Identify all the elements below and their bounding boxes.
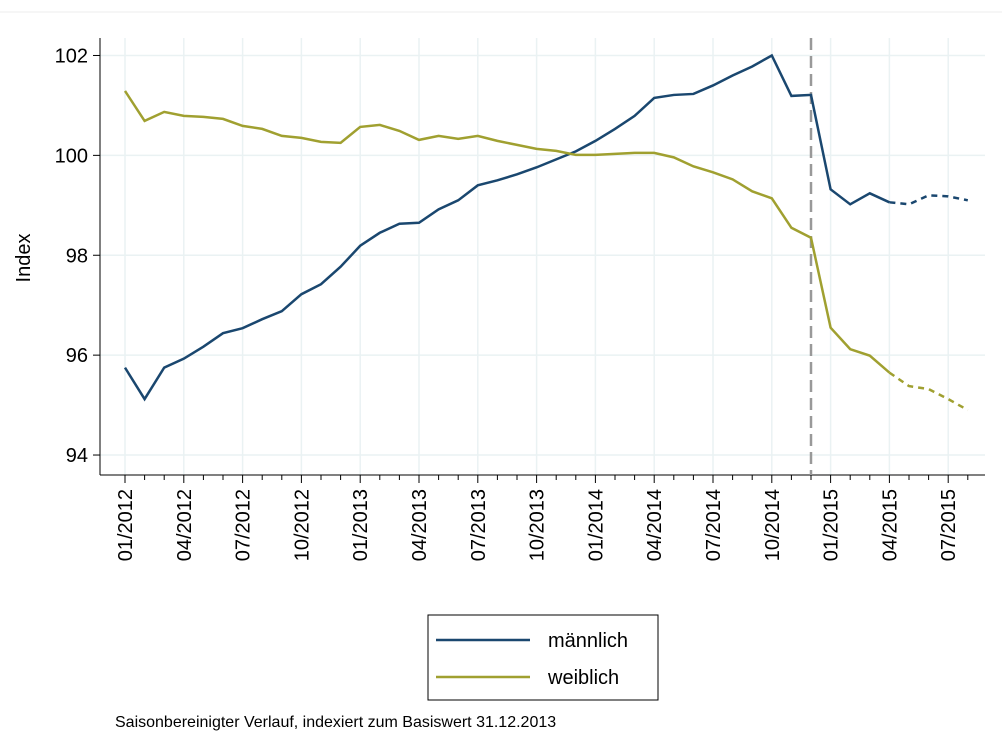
x-tick-label: 04/2013: [409, 489, 431, 561]
y-tick-label: 100: [55, 145, 88, 167]
y-tick-label: 94: [66, 445, 88, 467]
x-tick-label: 04/2014: [644, 489, 666, 561]
x-tick-label: 10/2012: [291, 489, 313, 561]
legend-box: [427, 614, 659, 701]
y-tick-label: 98: [66, 245, 88, 267]
plot-area: [100, 38, 985, 475]
x-tick-label: 10/2014: [762, 489, 784, 561]
x-tick-label: 10/2013: [527, 489, 549, 561]
x-tick-label: 07/2014: [703, 489, 725, 561]
legend-label: männlich: [548, 630, 628, 652]
series-line-dashed: [889, 194, 969, 206]
x-tick-label: 04/2015: [879, 489, 901, 561]
y-axis-label: Index: [13, 234, 35, 283]
x-tick-label: 01/2015: [821, 489, 843, 561]
x-tick-label: 07/2012: [233, 489, 255, 561]
x-tick-label: 07/2013: [468, 489, 490, 561]
x-tick-label: 07/2015: [938, 489, 960, 561]
footnote: Saisonbereinigter Verlauf, indexiert zum…: [115, 714, 556, 731]
series-line: [123, 90, 891, 374]
legend-label: weiblich: [547, 667, 619, 689]
series-line-dashed: [888, 371, 969, 412]
x-tick-label: 04/2012: [174, 489, 196, 561]
y-tick-label: 102: [55, 45, 88, 67]
x-tick-label: 01/2013: [350, 489, 372, 561]
x-tick-label: 01/2012: [115, 489, 137, 561]
x-tick-label: 01/2014: [585, 489, 607, 561]
y-tick-label: 96: [66, 345, 88, 367]
series-line: [123, 53, 890, 402]
